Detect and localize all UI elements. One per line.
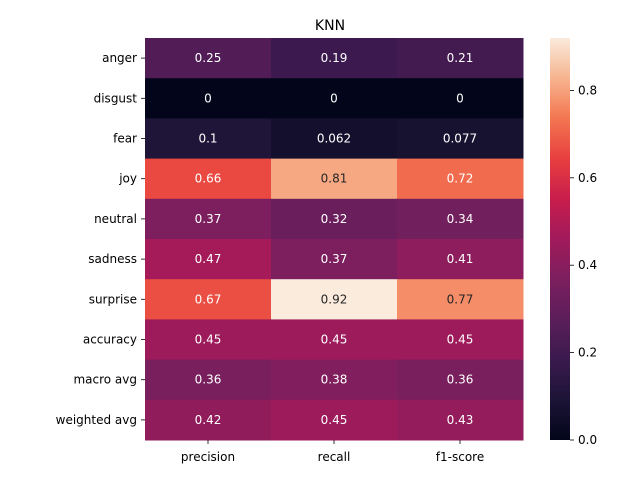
colorbar: 0.0 0.2 0.4 0.6 0.8: [550, 38, 597, 447]
cell-value-label: 0.45: [195, 333, 222, 347]
heatmap-cell: [145, 239, 272, 280]
row-label: accuracy: [83, 333, 137, 347]
heatmap-cell: [397, 78, 524, 119]
cell-value-label: 0.19: [321, 51, 348, 65]
row-label: surprise: [89, 292, 137, 306]
cell-value-label: 0.38: [321, 373, 348, 387]
cell-value-label: 0.36: [195, 373, 222, 387]
row-label: neutral: [94, 212, 137, 226]
heatmap-cell: [397, 239, 524, 280]
cell-value-label: 0.37: [321, 252, 348, 266]
colorbar-tick-label: 0.0: [578, 433, 597, 447]
heatmap-cell: [145, 359, 272, 401]
cell-value-label: 0.77: [447, 292, 474, 306]
cell-value-label: 0.47: [195, 252, 222, 266]
heatmap-cell: [145, 38, 272, 79]
column-labels: precision recall f1-score: [181, 440, 484, 464]
heatmap-cell: [271, 359, 398, 401]
column-label: precision: [181, 450, 235, 464]
heatmap-cell: [145, 399, 272, 441]
row-label: macro avg: [73, 373, 137, 387]
row-label: weighted avg: [56, 413, 137, 427]
cell-value-label: 0: [330, 91, 338, 105]
heatmap-cell: [397, 319, 524, 361]
heatmap-cell: [397, 198, 524, 240]
colorbar-tick-label: 0.2: [578, 346, 597, 360]
heatmap-cell: [397, 359, 524, 401]
colorbar-tick-label: 0.8: [578, 83, 597, 97]
cell-value-label: 0.43: [447, 413, 474, 427]
heatmap-cell: [397, 279, 524, 320]
heatmap-cell: [397, 38, 524, 79]
heatmap-cell: [145, 319, 272, 361]
cell-value-label: 0.41: [447, 252, 474, 266]
cell-value-label: 0.92: [321, 292, 348, 306]
cell-value-label: 0.66: [195, 172, 222, 186]
cell-value-label: 0.1: [198, 132, 217, 146]
column-label: recall: [318, 450, 351, 464]
cell-value-label: 0.25: [195, 51, 222, 65]
heatmap-cell: [397, 158, 524, 200]
heatmap-cell: [145, 78, 272, 119]
cell-value-label: 0.21: [447, 51, 474, 65]
cell-value-label: 0.45: [321, 413, 348, 427]
row-labels: anger disgust fear joy neutral sadness surpris…: [56, 51, 145, 427]
cell-value-label: 0.45: [321, 333, 348, 347]
cell-value-label: 0.45: [447, 333, 474, 347]
colorbar-tick-label: 0.6: [578, 171, 597, 185]
cell-value-label: 0.81: [321, 172, 348, 186]
cell-value-label: 0.37: [195, 212, 222, 226]
heatmap-cell: [397, 399, 524, 441]
heatmap-cell: [271, 239, 398, 280]
row-label: disgust: [94, 91, 138, 105]
cell-value-label: 0.72: [447, 172, 474, 186]
row-label: sadness: [88, 252, 137, 266]
cell-value-label: 0.32: [321, 212, 348, 226]
heatmap-cell: [271, 158, 398, 200]
chart-title: KNN: [315, 18, 345, 34]
column-label: f1-score: [436, 450, 484, 464]
heatmap-cell: [271, 399, 398, 441]
row-label: fear: [113, 132, 137, 146]
cell-value-label: 0.062: [317, 132, 351, 146]
colorbar-tick-label: 0.4: [578, 258, 597, 272]
heatmap-cell: [271, 118, 398, 160]
cell-value-label: 0.34: [447, 212, 474, 226]
heatmap-cell: [271, 319, 398, 361]
cell-value-label: 0.67: [195, 292, 222, 306]
heatmap-cell: [271, 279, 398, 320]
cell-value-label: 0.42: [195, 413, 222, 427]
heatmap-cell: [271, 78, 398, 119]
heatmap-cell: [145, 118, 272, 160]
cell-value-label: 0.077: [443, 132, 477, 146]
heatmap-cell: [271, 38, 398, 79]
heatmap-cell: [145, 158, 272, 200]
heatmap-cell: [145, 198, 272, 240]
row-label: joy: [118, 172, 137, 186]
heatmap-cell: [397, 118, 524, 160]
colorbar-gradient: [550, 38, 570, 440]
cell-value-label: 0: [204, 91, 212, 105]
cell-value-label: 0: [456, 91, 464, 105]
cell-value-label: 0.36: [447, 373, 474, 387]
row-label: anger: [102, 51, 137, 65]
heatmap-cells: 0.25 0.19 0.21 0 0 0 0.1 0.062 0.077 0.66 0.81 0.72…: [145, 38, 524, 441]
heatmap-cell: [271, 198, 398, 240]
heatmap-cell: [145, 279, 272, 320]
